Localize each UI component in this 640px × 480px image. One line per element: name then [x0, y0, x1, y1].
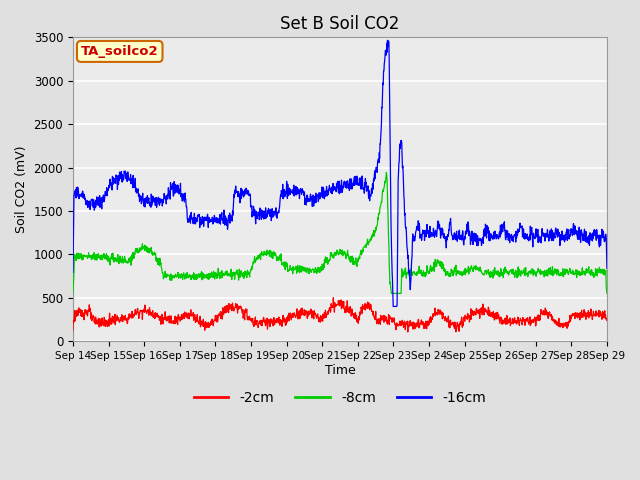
- X-axis label: Time: Time: [324, 364, 355, 377]
- Legend: -2cm, -8cm, -16cm: -2cm, -8cm, -16cm: [188, 385, 492, 410]
- Y-axis label: Soil CO2 (mV): Soil CO2 (mV): [15, 145, 28, 233]
- Title: Set B Soil CO2: Set B Soil CO2: [280, 15, 399, 33]
- Text: TA_soilco2: TA_soilco2: [81, 45, 159, 58]
